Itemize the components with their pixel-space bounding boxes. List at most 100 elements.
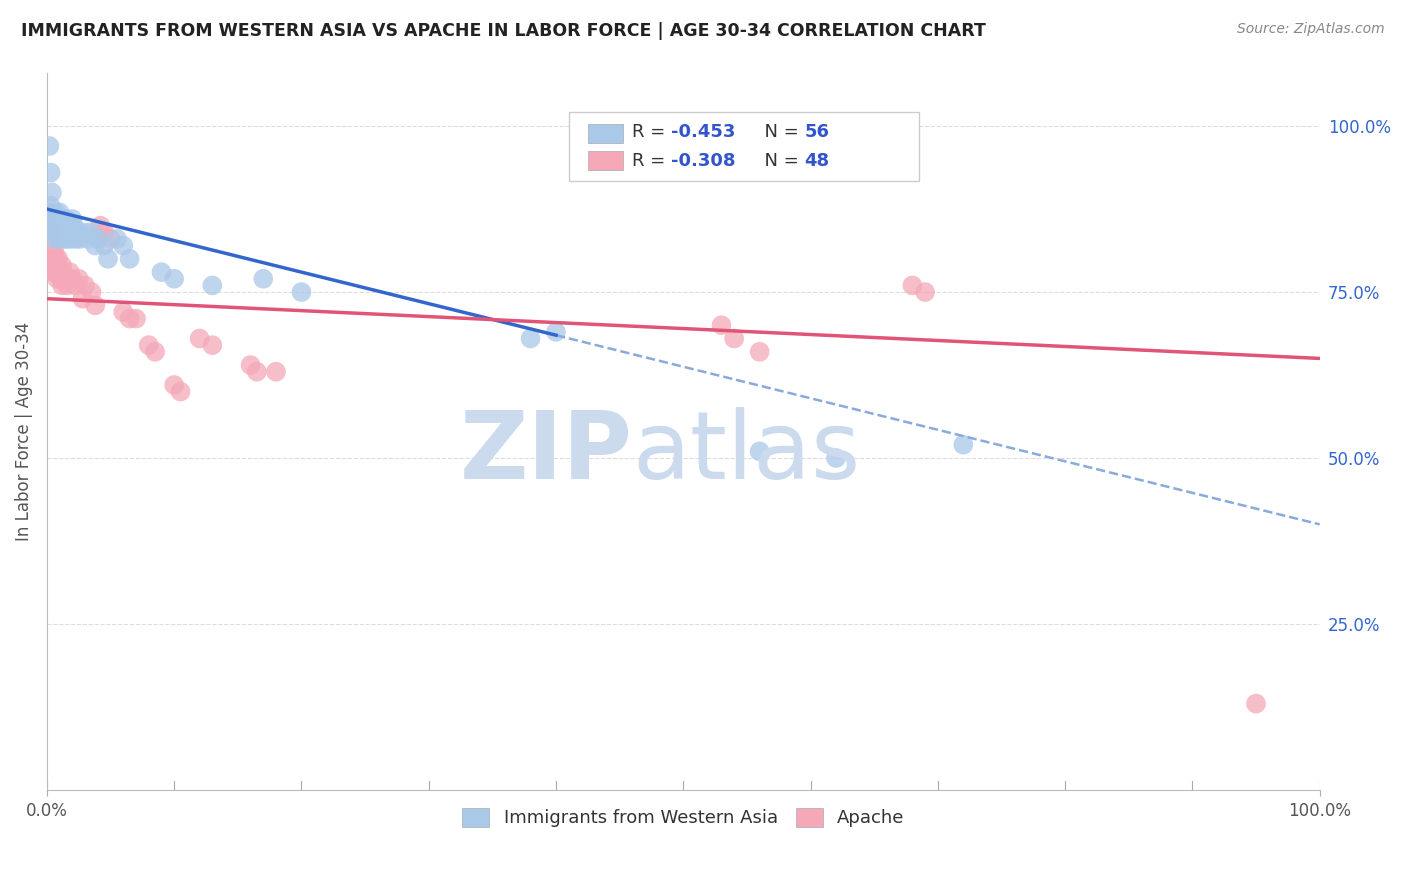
Point — [97, 252, 120, 266]
Point — [39, 225, 62, 239]
Point — [45, 219, 67, 233]
Point — [42, 265, 65, 279]
Point — [188, 331, 211, 345]
Point — [65, 232, 87, 246]
Point — [75, 278, 97, 293]
Point — [44, 265, 66, 279]
FancyBboxPatch shape — [569, 112, 918, 180]
Point — [825, 450, 848, 465]
Point — [80, 285, 103, 299]
Point — [87, 232, 110, 246]
Point — [723, 331, 745, 345]
Point — [51, 259, 73, 273]
Point — [41, 259, 63, 273]
Point — [150, 265, 173, 279]
Point — [51, 278, 73, 293]
Point — [112, 238, 135, 252]
Point — [163, 378, 186, 392]
Point — [44, 212, 66, 227]
Point — [76, 232, 98, 246]
Point — [69, 232, 91, 246]
Point — [44, 232, 66, 246]
Point — [39, 199, 62, 213]
Text: -0.453: -0.453 — [671, 123, 735, 142]
Point — [42, 205, 65, 219]
Point — [41, 238, 63, 252]
Point — [55, 212, 77, 227]
Point — [163, 272, 186, 286]
Point — [93, 238, 115, 252]
Text: N =: N = — [754, 123, 804, 142]
Text: atlas: atlas — [633, 407, 860, 499]
Legend: Immigrants from Western Asia, Apache: Immigrants from Western Asia, Apache — [454, 801, 912, 835]
FancyBboxPatch shape — [588, 151, 623, 169]
Point — [49, 212, 72, 227]
Point — [46, 219, 69, 233]
Point — [46, 232, 69, 246]
Point — [901, 278, 924, 293]
Y-axis label: In Labor Force | Age 30-34: In Labor Force | Age 30-34 — [15, 322, 32, 541]
Point — [55, 272, 77, 286]
Point — [201, 278, 224, 293]
Point — [49, 225, 72, 239]
Point — [46, 272, 69, 286]
Point — [41, 219, 63, 233]
Point — [60, 232, 83, 246]
Text: R =: R = — [633, 153, 672, 170]
Point — [914, 285, 936, 299]
Point — [748, 444, 770, 458]
Point — [138, 338, 160, 352]
Point — [48, 205, 70, 219]
Point — [38, 139, 60, 153]
Point — [56, 278, 79, 293]
Point — [51, 212, 73, 227]
Point — [93, 225, 115, 239]
Point — [710, 318, 733, 333]
Point — [48, 265, 70, 279]
Point — [49, 272, 72, 286]
Point — [72, 292, 94, 306]
Point — [46, 252, 69, 266]
Point — [52, 265, 75, 279]
Point — [252, 272, 274, 286]
Point — [112, 305, 135, 319]
Point — [84, 238, 107, 252]
Point — [75, 225, 97, 239]
Point — [62, 219, 84, 233]
Point — [748, 344, 770, 359]
Point — [46, 212, 69, 227]
Point — [100, 232, 122, 246]
Point — [46, 225, 69, 239]
Text: IMMIGRANTS FROM WESTERN ASIA VS APACHE IN LABOR FORCE | AGE 30-34 CORRELATION CH: IMMIGRANTS FROM WESTERN ASIA VS APACHE I… — [21, 22, 986, 40]
Point — [52, 232, 75, 246]
Point — [59, 265, 82, 279]
Point — [143, 344, 166, 359]
Point — [246, 365, 269, 379]
Point — [80, 225, 103, 239]
Point — [45, 252, 67, 266]
Point — [105, 232, 128, 246]
Point — [52, 219, 75, 233]
Point — [56, 219, 79, 233]
Point — [519, 331, 541, 345]
FancyBboxPatch shape — [588, 124, 623, 143]
Point — [39, 165, 62, 179]
Text: Source: ZipAtlas.com: Source: ZipAtlas.com — [1237, 22, 1385, 37]
Point — [60, 272, 83, 286]
Text: R =: R = — [633, 123, 672, 142]
Point — [63, 225, 86, 239]
Text: -0.308: -0.308 — [671, 153, 735, 170]
Point — [44, 245, 66, 260]
Point — [38, 212, 60, 227]
Point — [118, 252, 141, 266]
Point — [169, 384, 191, 399]
Point — [89, 219, 111, 233]
Point — [45, 205, 67, 219]
Point — [55, 225, 77, 239]
Point — [56, 232, 79, 246]
Point — [67, 225, 90, 239]
Point — [51, 225, 73, 239]
Point — [201, 338, 224, 352]
Text: 48: 48 — [804, 153, 830, 170]
Point — [290, 285, 312, 299]
